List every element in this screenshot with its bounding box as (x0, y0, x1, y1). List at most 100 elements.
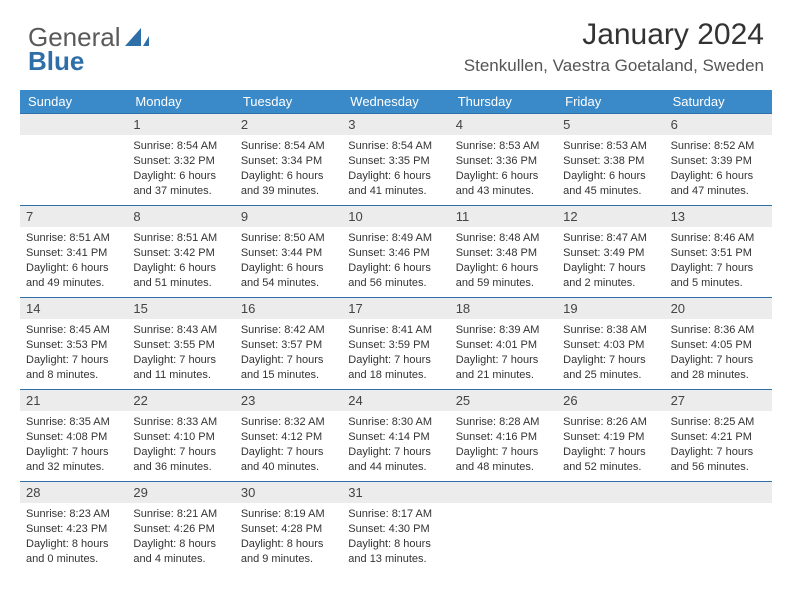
day-cell: Sunrise: 8:41 AMSunset: 3:59 PMDaylight:… (342, 319, 449, 389)
day-line: and 56 minutes. (348, 276, 443, 291)
title-block: January 2024 Stenkullen, Vaestra Goetala… (464, 18, 764, 76)
day-line: Sunset: 4:23 PM (26, 522, 121, 537)
day-line: Sunset: 4:30 PM (348, 522, 443, 537)
day-line: Daylight: 8 hours (348, 537, 443, 552)
day-line: Sunrise: 8:35 AM (26, 415, 121, 430)
week-row: Sunrise: 8:54 AMSunset: 3:32 PMDaylight:… (20, 135, 772, 205)
day-cell: Sunrise: 8:25 AMSunset: 4:21 PMDaylight:… (665, 411, 772, 481)
day-cell: Sunrise: 8:48 AMSunset: 3:48 PMDaylight:… (450, 227, 557, 297)
day-line: Sunrise: 8:36 AM (671, 323, 766, 338)
day-line: Daylight: 6 hours (26, 261, 121, 276)
day-number: 8 (127, 206, 234, 227)
day-line: Sunrise: 8:28 AM (456, 415, 551, 430)
day-line: Sunrise: 8:45 AM (26, 323, 121, 338)
day-line: Daylight: 8 hours (133, 537, 228, 552)
day-number: 6 (665, 114, 772, 135)
day-line: Sunset: 4:10 PM (133, 430, 228, 445)
day-line: and 56 minutes. (671, 460, 766, 475)
week-row: Sunrise: 8:23 AMSunset: 4:23 PM Daylight:… (20, 503, 772, 573)
day-line: and 5 minutes. (671, 276, 766, 291)
day-line: Daylight: 7 hours (133, 445, 228, 460)
day-line: Sunset: 3:42 PM (133, 246, 228, 261)
day-cell: Sunrise: 8:23 AMSunset: 4:23 PMDaylight:… (20, 503, 127, 573)
day-line: Sunset: 4:01 PM (456, 338, 551, 353)
weekday-header: Thursday (450, 90, 557, 113)
day-line: Sunset: 3:38 PM (563, 154, 658, 169)
day-line: Sunset: 4:19 PM (563, 430, 658, 445)
day-line: Daylight: 6 hours (456, 169, 551, 184)
day-line: Sunset: 3:41 PM (26, 246, 121, 261)
day-line: Sunset: 4:12 PM (241, 430, 336, 445)
day-line: Sunset: 4:21 PM (671, 430, 766, 445)
day-line: Sunrise: 8:53 AM (456, 139, 551, 154)
day-line: and 52 minutes. (563, 460, 658, 475)
day-number: 4 (450, 114, 557, 135)
weekday-header: Friday (557, 90, 664, 113)
day-number (665, 482, 772, 503)
day-line: Daylight: 6 hours (241, 261, 336, 276)
day-number: 13 (665, 206, 772, 227)
day-cell: Sunrise: 8:42 AMSunset: 3:57 PMDaylight:… (235, 319, 342, 389)
day-line: Daylight: 7 hours (26, 445, 121, 460)
day-line: Sunrise: 8:52 AM (671, 139, 766, 154)
day-line: Daylight: 8 hours (241, 537, 336, 552)
day-line: Sunset: 4:03 PM (563, 338, 658, 353)
day-line: and 47 minutes. (671, 184, 766, 199)
day-line: Sunrise: 8:32 AM (241, 415, 336, 430)
weekday-header: Sunday (20, 90, 127, 113)
day-number: 7 (20, 206, 127, 227)
month-title: January 2024 (464, 18, 764, 52)
day-cell: Sunrise: 8:53 AMSunset: 3:36 PMDaylight:… (450, 135, 557, 205)
day-line: and 21 minutes. (456, 368, 551, 383)
week-row: Sunrise: 8:45 AMSunset: 3:53 PMDaylight:… (20, 319, 772, 389)
day-line: Sunrise: 8:51 AM (26, 231, 121, 246)
day-cell: Sunrise: 8:53 AMSunset: 3:38 PMDaylight:… (557, 135, 664, 205)
day-number: 30 (235, 482, 342, 503)
day-line: Sunrise: 8:54 AM (348, 139, 443, 154)
day-cell (557, 503, 664, 573)
day-line: Sunset: 3:39 PM (671, 154, 766, 169)
day-line: Daylight: 6 hours (241, 169, 336, 184)
day-line: Daylight: 7 hours (671, 261, 766, 276)
day-line: Sunrise: 8:46 AM (671, 231, 766, 246)
day-number: 31 (342, 482, 449, 503)
daynum-row: 78910111213 (20, 205, 772, 227)
day-line: and 18 minutes. (348, 368, 443, 383)
day-line: Sunrise: 8:23 AM (26, 507, 121, 522)
day-line: and 59 minutes. (456, 276, 551, 291)
day-line: Sunrise: 8:17 AM (348, 507, 443, 522)
day-number: 28 (20, 482, 127, 503)
day-line: Sunrise: 8:25 AM (671, 415, 766, 430)
day-line: and 37 minutes. (133, 184, 228, 199)
day-line: and 45 minutes. (563, 184, 658, 199)
day-line: Sunrise: 8:33 AM (133, 415, 228, 430)
day-line: and 11 minutes. (133, 368, 228, 383)
day-cell: Sunrise: 8:26 AMSunset: 4:19 PMDaylight:… (557, 411, 664, 481)
day-number: 29 (127, 482, 234, 503)
day-line: and 0 minutes. (26, 552, 121, 567)
day-cell: Sunrise: 8:36 AMSunset: 4:05 PMDaylight:… (665, 319, 772, 389)
day-line: Sunrise: 8:49 AM (348, 231, 443, 246)
day-cell: Sunrise: 8:46 AMSunset: 3:51 PMDaylight:… (665, 227, 772, 297)
day-line: Sunset: 3:51 PM (671, 246, 766, 261)
day-cell: Sunrise: 8:33 AMSunset: 4:10 PMDaylight:… (127, 411, 234, 481)
day-line: and 41 minutes. (348, 184, 443, 199)
day-number: 1 (127, 114, 234, 135)
day-cell: Sunrise: 8:19 AMSunset: 4:28 PMDaylight:… (235, 503, 342, 573)
day-cell: Sunrise: 8:51 AMSunset: 3:42 PMDaylight:… (127, 227, 234, 297)
day-cell: Sunrise: 8:35 AMSunset: 4:08 PMDaylight:… (20, 411, 127, 481)
day-line: Sunrise: 8:26 AM (563, 415, 658, 430)
day-line: Sunset: 3:55 PM (133, 338, 228, 353)
day-number: 21 (20, 390, 127, 411)
day-line: Sunrise: 8:50 AM (241, 231, 336, 246)
week-row: Sunrise: 8:51 AMSunset: 3:41 PMDaylight:… (20, 227, 772, 297)
day-number: 12 (557, 206, 664, 227)
day-line: Sunset: 3:46 PM (348, 246, 443, 261)
weekday-header: Saturday (665, 90, 772, 113)
day-line: and 15 minutes. (241, 368, 336, 383)
day-line: Daylight: 7 hours (563, 353, 658, 368)
day-number (557, 482, 664, 503)
day-line: and 25 minutes. (563, 368, 658, 383)
day-number (450, 482, 557, 503)
day-line: and 36 minutes. (133, 460, 228, 475)
